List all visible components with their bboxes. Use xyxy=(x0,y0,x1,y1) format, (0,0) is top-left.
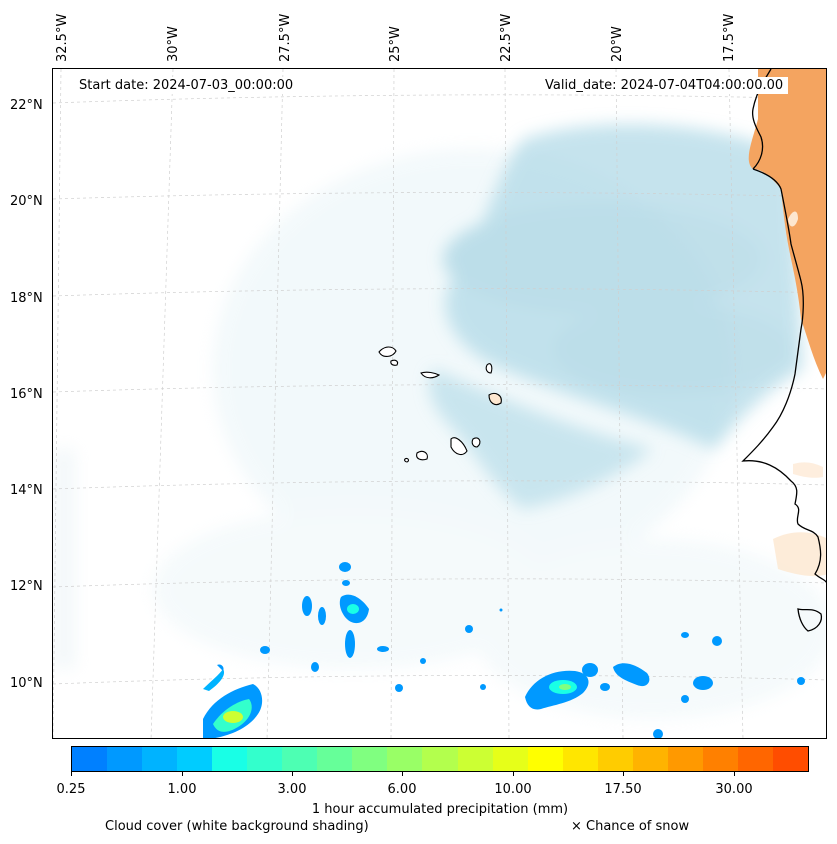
lon-label-27.5w: 27.5°W xyxy=(278,13,293,62)
cb-tick-label-5: 17.50 xyxy=(604,782,642,797)
lon-label-20w: 20°W xyxy=(610,26,625,62)
map-panel[interactable]: Start date: 2024-07-03_00:00:00 Valid_da… xyxy=(52,68,827,739)
start-date-label: Start date: 2024-07-03_00:00:00 xyxy=(74,77,299,94)
map-canvas xyxy=(53,69,826,738)
colorbar-segment-3 xyxy=(177,747,213,771)
colorbar-segment-2 xyxy=(142,747,178,771)
cb-tickmark-2 xyxy=(292,772,293,776)
cb-tick-label-1: 1.00 xyxy=(167,782,197,797)
colorbar-segment-4 xyxy=(212,747,248,771)
lat-label-22n: 22°N xyxy=(10,98,43,113)
precipitation-colorbar xyxy=(71,746,809,772)
colorbar-segment-9 xyxy=(387,747,423,771)
lat-label-18n: 18°N xyxy=(10,291,43,306)
colorbar-segment-5 xyxy=(247,747,283,771)
cb-tickmark-1 xyxy=(182,772,183,776)
lon-label-22.5w: 22.5°W xyxy=(499,13,514,62)
cb-tick-label-3: 6.00 xyxy=(387,782,417,797)
cb-tick-label-0: 0.25 xyxy=(56,782,86,797)
islands-cape-verde xyxy=(378,346,502,463)
lon-label-25w: 25°W xyxy=(388,26,403,62)
colorbar-segment-10 xyxy=(422,747,458,771)
lat-label-16n: 16°N xyxy=(10,387,43,402)
lon-label-17.5w: 17.5°W xyxy=(722,13,737,62)
lat-label-12n: 12°N xyxy=(10,579,43,594)
cloud-cover-band xyxy=(429,124,803,509)
lat-label-14n: 14°N xyxy=(10,483,43,498)
cb-tickmark-6 xyxy=(734,772,735,776)
colorbar-segment-7 xyxy=(317,747,353,771)
cloud-cover-legend: Cloud cover (white background shading) xyxy=(105,819,369,834)
precipitation-cells xyxy=(203,562,805,738)
colorbar-segment-6 xyxy=(282,747,318,771)
colorbar-segment-12 xyxy=(492,747,528,771)
colorbar-segment-20 xyxy=(772,747,808,771)
cb-tickmark-3 xyxy=(402,772,403,776)
colorbar-segment-0 xyxy=(72,747,108,771)
valid-date-label: Valid_date: 2024-07-04T04:00:00.00 xyxy=(540,77,789,94)
colorbar-segment-18 xyxy=(702,747,738,771)
colorbar-segment-8 xyxy=(352,747,388,771)
colorbar-segment-13 xyxy=(527,747,563,771)
colorbar-label: 1 hour accumulated precipitation (mm) xyxy=(311,802,569,817)
coastline-guinea xyxy=(797,608,823,632)
colorbar-segment-14 xyxy=(562,747,598,771)
cb-tickmark-0 xyxy=(71,772,72,776)
lon-label-30w: 30°W xyxy=(166,26,181,62)
cb-tick-label-6: 30.00 xyxy=(715,782,753,797)
colorbar-segment-11 xyxy=(457,747,493,771)
colorbar-segment-19 xyxy=(737,747,773,771)
lat-label-10n: 10°N xyxy=(10,676,43,691)
cb-tickmark-4 xyxy=(513,772,514,776)
cb-tickmark-5 xyxy=(623,772,624,776)
colorbar-segment-16 xyxy=(632,747,668,771)
colorbar-segment-15 xyxy=(597,747,633,771)
lat-label-20n: 20°N xyxy=(10,194,43,209)
colorbar-segment-17 xyxy=(667,747,703,771)
snow-legend: × Chance of snow xyxy=(571,819,690,834)
lon-label-32.5w: 32.5°W xyxy=(55,13,70,62)
cb-tick-label-4: 10.00 xyxy=(494,782,532,797)
colorbar-segment-1 xyxy=(107,747,143,771)
graticule xyxy=(53,69,826,738)
cb-tick-label-2: 3.00 xyxy=(277,782,307,797)
